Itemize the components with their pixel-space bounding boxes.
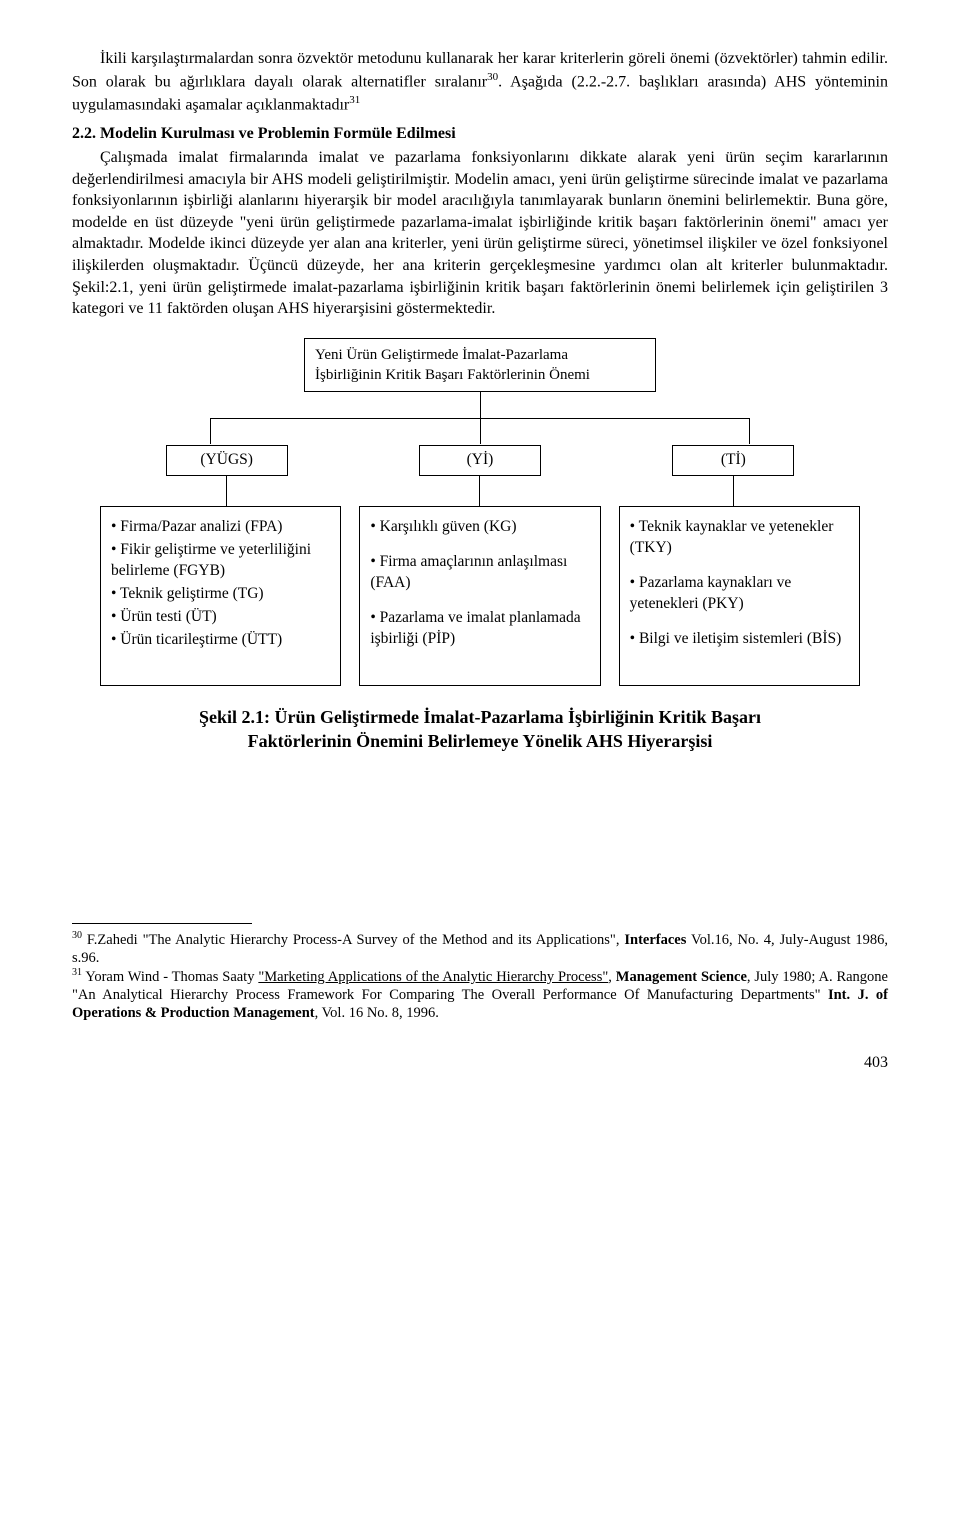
goal-line2: İşbirliğinin Kritik Başarı Faktörlerinin…	[315, 365, 645, 385]
ahs-hierarchy-diagram: Yeni Ürün Geliştirmede İmalat-Pazarlama …	[100, 338, 860, 686]
sub-item: • Karşılıklı güven (KG)	[370, 517, 589, 538]
connector-line	[480, 392, 481, 418]
sub-item: • Firma/Pazar analizi (FPA)	[111, 517, 330, 538]
sub-item: • Fikir geliştirme ve yeterliliğini beli…	[111, 540, 330, 582]
intro-paragraph: İkili karşılaştırmalardan sonra özvektör…	[72, 48, 888, 115]
footnote-text: , Vol. 16 No. 8, 1996.	[315, 1005, 439, 1021]
sub-item: • Teknik geliştirme (TG)	[111, 584, 330, 605]
footnote-journal: Management Science	[616, 969, 747, 985]
footnote-number: 31	[72, 967, 82, 978]
footnote-31: 31 Yoram Wind - Thomas Saaty "Marketing …	[72, 967, 888, 1022]
footnote-text: F.Zahedi "The Analytic Hierarchy Process…	[82, 932, 624, 948]
footnote-text: ,	[608, 969, 616, 985]
goal-line1: Yeni Ürün Geliştirmede İmalat-Pazarlama	[315, 345, 645, 365]
sub-item: • Pazarlama ve imalat planlamada işbirli…	[370, 608, 589, 650]
connector-tick	[210, 418, 211, 444]
goal-box: Yeni Ürün Geliştirmede İmalat-Pazarlama …	[304, 338, 656, 393]
figure-caption: Şekil 2.1: Ürün Geliştirmede İmalat-Paza…	[112, 706, 848, 753]
criteria-row: (YÜGS) (Yİ) (Tİ)	[100, 445, 860, 506]
subcriteria-yugs: • Firma/Pazar analizi (FPA) • Fikir geli…	[100, 506, 341, 686]
subcriteria-yi: • Karşılıklı güven (KG) • Firma amaçları…	[359, 506, 600, 686]
footnote-ref-30: 30	[487, 71, 498, 83]
footnote-journal: Interfaces	[624, 932, 686, 948]
connector-tick	[479, 476, 480, 506]
footnote-separator	[72, 923, 252, 924]
footnote-title: "Marketing Applications of the Analytic …	[258, 969, 608, 985]
footnote-30: 30 F.Zahedi "The Analytic Hierarchy Proc…	[72, 930, 888, 967]
page-number: 403	[72, 1052, 888, 1074]
footnote-ref-31: 31	[349, 94, 360, 106]
sub-item: • Pazarlama kaynakları ve yetenekleri (P…	[630, 573, 849, 615]
criterion-ti: (Tİ)	[672, 445, 794, 476]
footnote-number: 30	[72, 930, 82, 941]
subcriteria-row: • Firma/Pazar analizi (FPA) • Fikir geli…	[100, 506, 860, 686]
sub-item: • Ürün ticarileştirme (ÜTT)	[111, 630, 330, 651]
figure-caption-line2: Faktörlerinin Önemini Belirlemeye Yöneli…	[248, 731, 713, 751]
figure-caption-line1: Şekil 2.1: Ürün Geliştirmede İmalat-Paza…	[199, 707, 761, 727]
connector-tick	[749, 418, 750, 444]
section-body: Çalışmada imalat firmalarında imalat ve …	[72, 147, 888, 320]
criterion-yugs: (YÜGS)	[166, 445, 288, 476]
subcriteria-ti: • Teknik kaynaklar ve yetenekler (TKY) •…	[619, 506, 860, 686]
criterion-yi: (Yİ)	[419, 445, 541, 476]
connector-tick	[226, 476, 227, 506]
connector-tick	[480, 418, 481, 444]
sub-item: • Firma amaçlarının anlaşılması (FAA)	[370, 552, 589, 594]
sub-item: • Ürün testi (ÜT)	[111, 607, 330, 628]
connector-hbar-top	[210, 418, 750, 419]
sub-item: • Teknik kaynaklar ve yetenekler (TKY)	[630, 517, 849, 559]
sub-item: • Bilgi ve iletişim sistemleri (BİS)	[630, 629, 849, 650]
section-heading: 2.2. Modelin Kurulması ve Problemin Form…	[72, 123, 888, 145]
footnote-text: Yoram Wind - Thomas Saaty	[82, 969, 258, 985]
connector-tick	[733, 476, 734, 506]
